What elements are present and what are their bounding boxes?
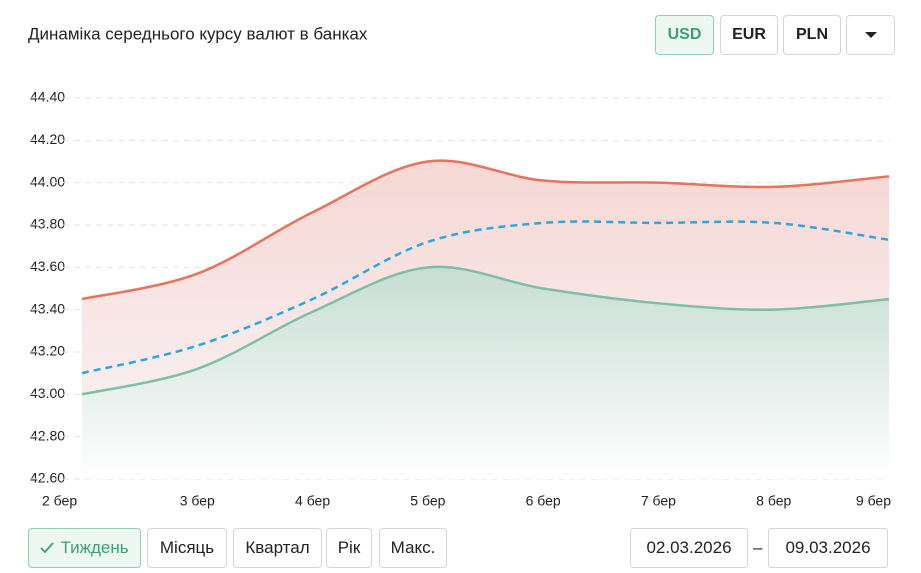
y-tick-label: 44.00 — [30, 173, 65, 189]
date-text: 02.03.2026 — [646, 538, 732, 557]
period-button[interactable]: Тиждень — [28, 528, 141, 568]
currency-button[interactable]: USD — [655, 15, 714, 55]
x-tick-label: 9 бер — [856, 493, 891, 509]
chart-title: Динаміка середнього курсу валют в банках — [28, 24, 368, 43]
button-label: USD — [667, 26, 702, 43]
x-tick-label: 2 бер — [42, 493, 77, 509]
x-tick-label: 5 бер — [410, 493, 445, 509]
currency-button[interactable]: EUR — [720, 15, 778, 55]
y-tick-label: 43.40 — [30, 300, 65, 316]
caret-icon — [864, 32, 877, 38]
button-label: Квартал — [245, 538, 310, 557]
period-button[interactable]: Рік — [326, 528, 372, 568]
line-series — [81, 265, 890, 396]
y-tick-label: 43.60 — [30, 258, 65, 274]
x-tick-label: 8 бер — [756, 493, 791, 509]
x-tick-label: 3 бер — [180, 493, 215, 509]
period-button[interactable]: Квартал — [233, 528, 322, 568]
button-label: Макс. — [390, 538, 436, 557]
button-label: Рік — [337, 538, 361, 557]
button-label: EUR — [732, 26, 766, 43]
x-tick-label: 4 бер — [295, 493, 330, 509]
y-tick-label: 43.00 — [30, 385, 65, 401]
y-tick-label: 44.20 — [30, 131, 65, 147]
period-button[interactable]: Макс. — [379, 528, 447, 568]
line-series — [81, 159, 890, 301]
button-label: Тиждень — [60, 538, 129, 557]
y-tick-label: 42.80 — [30, 427, 65, 443]
button-label: Місяць — [159, 538, 215, 557]
line-series — [81, 220, 890, 375]
y-tick-label: 43.20 — [30, 343, 65, 359]
y-tick-label: 44.40 — [30, 89, 65, 105]
y-tick-label: 42.60 — [30, 470, 65, 486]
date-separator: – — [753, 538, 763, 557]
currency-button[interactable]: PLN — [783, 15, 841, 55]
date-text: 09.03.2026 — [785, 538, 871, 557]
x-tick-label: 6 бер — [526, 493, 561, 509]
x-tick-label: 7 бер — [641, 493, 676, 509]
date-to-input[interactable]: 09.03.2026 — [768, 528, 888, 568]
area-band — [82, 160, 889, 395]
button-label: PLN — [796, 26, 828, 43]
y-tick-label: 43.80 — [30, 216, 65, 232]
check-icon — [40, 542, 55, 554]
period-button[interactable]: Місяць — [147, 528, 227, 568]
date-from-input[interactable]: 02.03.2026 — [630, 528, 748, 568]
dropdown-button[interactable] — [846, 15, 895, 55]
area-low — [82, 266, 889, 479]
